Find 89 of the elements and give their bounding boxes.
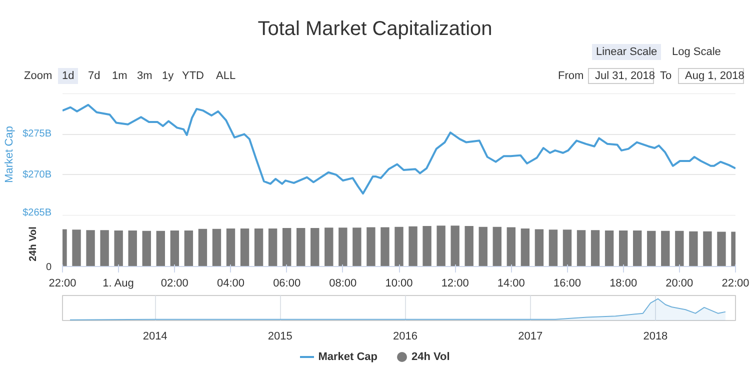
bar <box>633 230 642 266</box>
bar <box>282 228 292 266</box>
x-tick-label: 12:00 <box>441 278 469 290</box>
text: To <box>659 69 673 84</box>
bar <box>156 230 165 266</box>
bar <box>170 230 180 266</box>
x-tick-label: 22:00 <box>722 278 750 290</box>
bar <box>198 228 208 266</box>
bar <box>506 227 516 266</box>
bar <box>366 227 376 266</box>
text: 1m <box>111 69 128 84</box>
bar <box>254 228 264 266</box>
y-axis-title: Market Cap <box>4 126 16 183</box>
x-tick-label: 20:00 <box>666 278 694 290</box>
bar <box>450 226 460 266</box>
text: Jul 31, 2018 <box>588 68 655 84</box>
legend-label: 24h Vol <box>410 351 450 363</box>
x-tick-label: 2015 <box>268 330 292 342</box>
bar <box>296 228 306 266</box>
bar <box>408 226 418 266</box>
x-tick-label: 2018 <box>643 330 668 342</box>
text: ALL <box>215 69 237 84</box>
bar <box>86 230 95 266</box>
bar <box>520 228 530 266</box>
bar <box>534 229 544 266</box>
y-tick-label: $275B <box>22 128 52 140</box>
x-tick-label: 2017 <box>518 330 543 342</box>
bar <box>689 231 698 266</box>
x-tick-label: 16:00 <box>553 278 582 290</box>
text: 7d <box>87 69 102 84</box>
bar <box>576 230 586 266</box>
bar <box>268 228 278 266</box>
text: 0 <box>46 262 52 273</box>
x-tick-label: 18:00 <box>610 278 638 290</box>
bar <box>492 226 502 266</box>
bar <box>352 228 362 266</box>
x-tick-label: 2014 <box>142 330 168 342</box>
bar <box>324 228 334 266</box>
bar <box>478 226 488 266</box>
bar <box>604 230 614 266</box>
text: Aug 1, 2018 <box>678 68 744 84</box>
bar <box>310 228 320 266</box>
text: From <box>557 69 585 84</box>
x-tick-label: 02:00 <box>160 278 188 290</box>
bar <box>72 230 81 266</box>
x-tick-label: 1. Aug <box>102 278 134 290</box>
text: Log Scale <box>671 45 722 60</box>
bar <box>226 228 236 266</box>
bar <box>436 226 446 266</box>
chart-title: Total Market Capitalization <box>256 18 494 41</box>
bar <box>100 230 109 266</box>
bar <box>338 228 348 266</box>
y-tick-label: $265B <box>22 208 52 218</box>
bar <box>562 230 572 266</box>
bar <box>717 232 726 266</box>
y-tick-label: $270B <box>22 169 52 180</box>
x-tick-label: 22:00 <box>48 278 76 290</box>
x-tick-label: 14:00 <box>497 278 525 290</box>
x-tick-label: 08:00 <box>329 278 357 290</box>
bar <box>184 230 194 266</box>
line-series <box>62 104 736 195</box>
bar <box>548 230 558 266</box>
bar <box>675 230 684 266</box>
bar <box>128 230 137 266</box>
text: Linear Scale <box>592 44 662 60</box>
bar <box>590 230 600 266</box>
x-tick-label: 06:00 <box>273 278 301 290</box>
bar <box>142 230 151 266</box>
legend-label: Market Cap <box>317 351 378 363</box>
text: 3m <box>136 69 154 84</box>
bar <box>464 226 474 266</box>
x-tick-label: 10:00 <box>385 278 413 290</box>
bar <box>422 226 432 266</box>
y-axis-title: 24h Vol <box>28 226 39 262</box>
bar <box>380 227 390 266</box>
text: 1d <box>58 68 78 84</box>
bar <box>661 230 670 266</box>
bar <box>212 228 222 266</box>
bar <box>114 230 123 266</box>
bar <box>618 230 628 266</box>
text: 1y <box>161 69 175 84</box>
bar <box>240 228 250 266</box>
bar <box>647 230 656 266</box>
bar <box>394 226 404 266</box>
text: YTD <box>181 69 205 84</box>
x-tick-label: 2016 <box>393 330 418 342</box>
x-tick-label: 04:00 <box>216 278 245 290</box>
text: Zoom <box>23 69 54 84</box>
bar <box>703 231 712 266</box>
